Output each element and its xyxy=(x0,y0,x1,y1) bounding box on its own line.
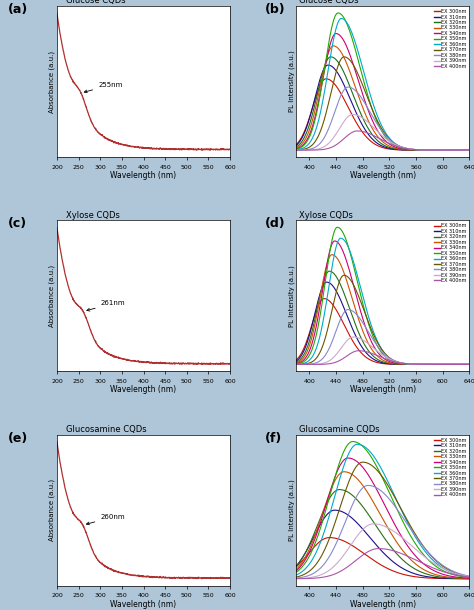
Text: 260nm: 260nm xyxy=(86,514,125,525)
Text: 261nm: 261nm xyxy=(87,301,125,311)
Y-axis label: Absorbance (a.u.): Absorbance (a.u.) xyxy=(49,51,55,113)
Legend: EX 300nm, EX 310nm, EX 320nm, EX 330nm, EX 340nm, EX 350nm, EX 360nm, EX 370nm, : EX 300nm, EX 310nm, EX 320nm, EX 330nm, … xyxy=(434,437,467,498)
Text: (b): (b) xyxy=(265,3,285,16)
Text: Xylose CQDs: Xylose CQDs xyxy=(300,210,353,220)
X-axis label: Wavelength (nm): Wavelength (nm) xyxy=(110,386,177,394)
Text: Glucosamine CQDs: Glucosamine CQDs xyxy=(300,425,380,434)
Text: (d): (d) xyxy=(265,217,285,231)
Text: (c): (c) xyxy=(9,217,27,231)
Y-axis label: Absorbance (a.u.): Absorbance (a.u.) xyxy=(49,265,55,327)
Text: (e): (e) xyxy=(9,432,28,445)
Legend: EX 300nm, EX 310nm, EX 320nm, EX 330nm, EX 340nm, EX 350nm, EX 360nm, EX 370nm, : EX 300nm, EX 310nm, EX 320nm, EX 330nm, … xyxy=(434,9,467,70)
Text: (a): (a) xyxy=(9,3,28,16)
X-axis label: Wavelength (nm): Wavelength (nm) xyxy=(349,600,416,609)
Legend: EX 300nm, EX 310nm, EX 320nm, EX 330nm, EX 340nm, EX 350nm, EX 360nm, EX 370nm, : EX 300nm, EX 310nm, EX 320nm, EX 330nm, … xyxy=(434,223,467,284)
Y-axis label: Absorbance (a.u.): Absorbance (a.u.) xyxy=(49,479,55,541)
X-axis label: Wavelength (nm): Wavelength (nm) xyxy=(110,600,177,609)
Y-axis label: PL Intensity (a.u.): PL Intensity (a.u.) xyxy=(288,265,295,327)
Y-axis label: PL Intensity (a.u.): PL Intensity (a.u.) xyxy=(288,479,295,541)
Text: Glucose CQDs: Glucose CQDs xyxy=(300,0,359,5)
Text: (f): (f) xyxy=(265,432,282,445)
Y-axis label: PL Intensity (a.u.): PL Intensity (a.u.) xyxy=(288,51,295,112)
X-axis label: Wavelength (nm): Wavelength (nm) xyxy=(349,171,416,180)
Text: Glucose CQDs: Glucose CQDs xyxy=(65,0,125,5)
Text: 255nm: 255nm xyxy=(84,82,122,93)
Text: Glucosamine CQDs: Glucosamine CQDs xyxy=(65,425,146,434)
X-axis label: Wavelength (nm): Wavelength (nm) xyxy=(110,171,177,180)
X-axis label: Wavelength (nm): Wavelength (nm) xyxy=(349,386,416,394)
Text: Xylose CQDs: Xylose CQDs xyxy=(65,210,119,220)
